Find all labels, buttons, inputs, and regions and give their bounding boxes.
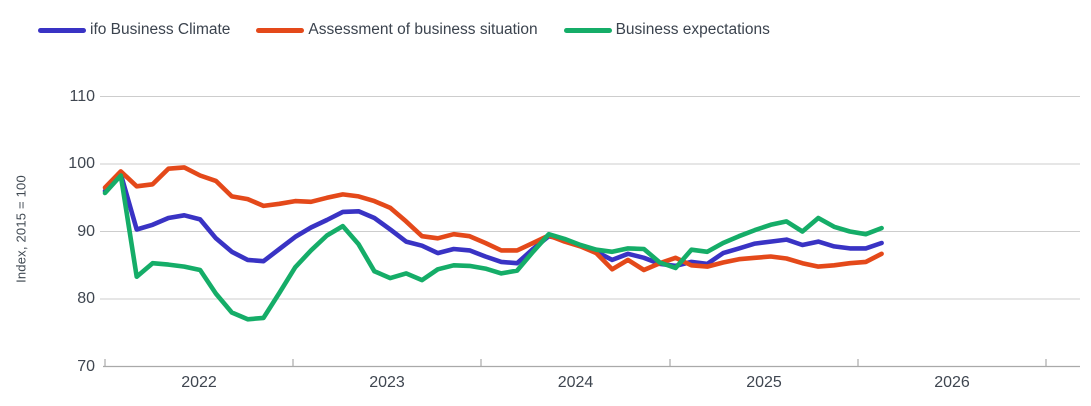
y-tick-label-70: 70 xyxy=(77,357,95,375)
legend-label-assessment-of-business-situation: Assessment of business situation xyxy=(308,21,538,38)
legend-item-business-expectations: Business expectations xyxy=(563,21,770,39)
y-tick-label-110: 110 xyxy=(69,87,95,105)
y-tick-label-80: 80 xyxy=(77,290,95,307)
x-tick-label-2026: 2026 xyxy=(934,374,970,391)
legend-item-ifo-business-climate: ifo Business Climate xyxy=(38,21,230,39)
legend-label-ifo-business-climate: ifo Business Climate xyxy=(90,21,231,38)
legend-swatch-assessment-of-business-situation xyxy=(256,27,305,33)
series-line-assessment-of-business-situation xyxy=(102,165,884,273)
legend-label-business-expectations: Business expectations xyxy=(615,21,770,38)
series-line-ifo-business-climate xyxy=(102,171,884,269)
legend-swatch-business-expectations xyxy=(563,27,612,33)
legend-item-assessment-of-business-situation: Assessment of business situation xyxy=(256,21,538,39)
x-tick-label-2024: 2024 xyxy=(557,374,594,391)
series-line-business-expectations xyxy=(102,173,884,322)
y-tick-label-90: 90 xyxy=(77,222,95,240)
x-tick-label-2022: 2022 xyxy=(181,374,217,391)
legend-swatch-ifo-business-climate xyxy=(38,27,86,33)
y-tick-label-100: 100 xyxy=(68,155,95,172)
legend: ifo Business Climate Assessment of busin… xyxy=(38,21,770,39)
x-tick-label-2025: 2025 xyxy=(746,374,782,391)
x-tick-label-2023: 2023 xyxy=(369,374,405,391)
